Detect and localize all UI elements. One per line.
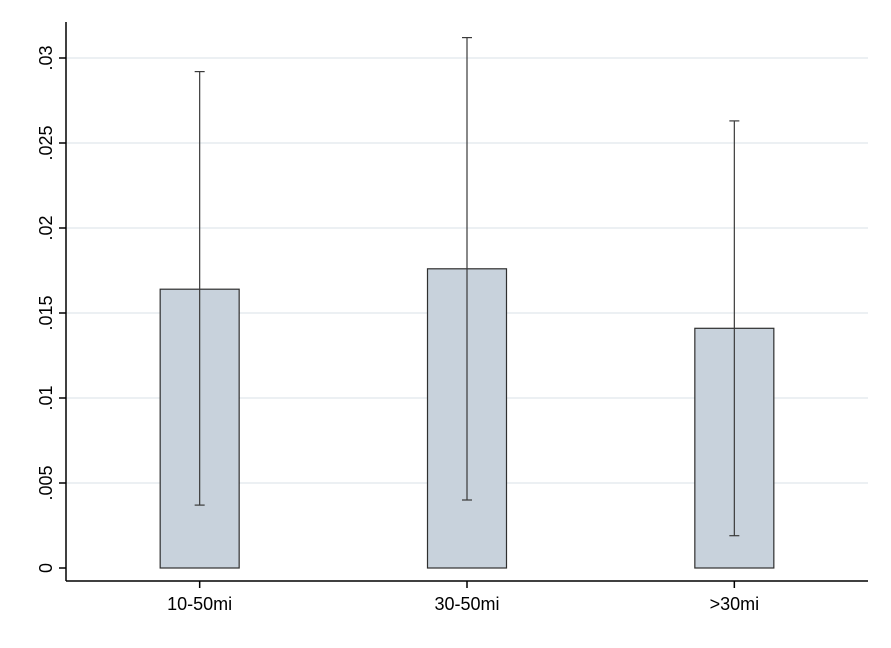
y-tick-label: .005 xyxy=(36,465,56,500)
y-tick-label: .01 xyxy=(36,385,56,410)
y-tick-label: .02 xyxy=(36,215,56,240)
y-ticks: 0 .005 .01 .015 .02 .025 .03 xyxy=(36,45,66,573)
y-tick-label: .03 xyxy=(36,45,56,70)
error-bars xyxy=(194,36,740,537)
y-tick-label: .015 xyxy=(36,295,56,330)
x-ticks: 10-50mi 30-50mi >30mi xyxy=(167,581,759,614)
y-tick-label: 0 xyxy=(36,563,56,573)
x-tick-label: >30mi xyxy=(710,594,760,614)
x-tick-label: 30-50mi xyxy=(434,594,499,614)
y-tick-label: .025 xyxy=(36,125,56,160)
x-tick-label: 10-50mi xyxy=(167,594,232,614)
